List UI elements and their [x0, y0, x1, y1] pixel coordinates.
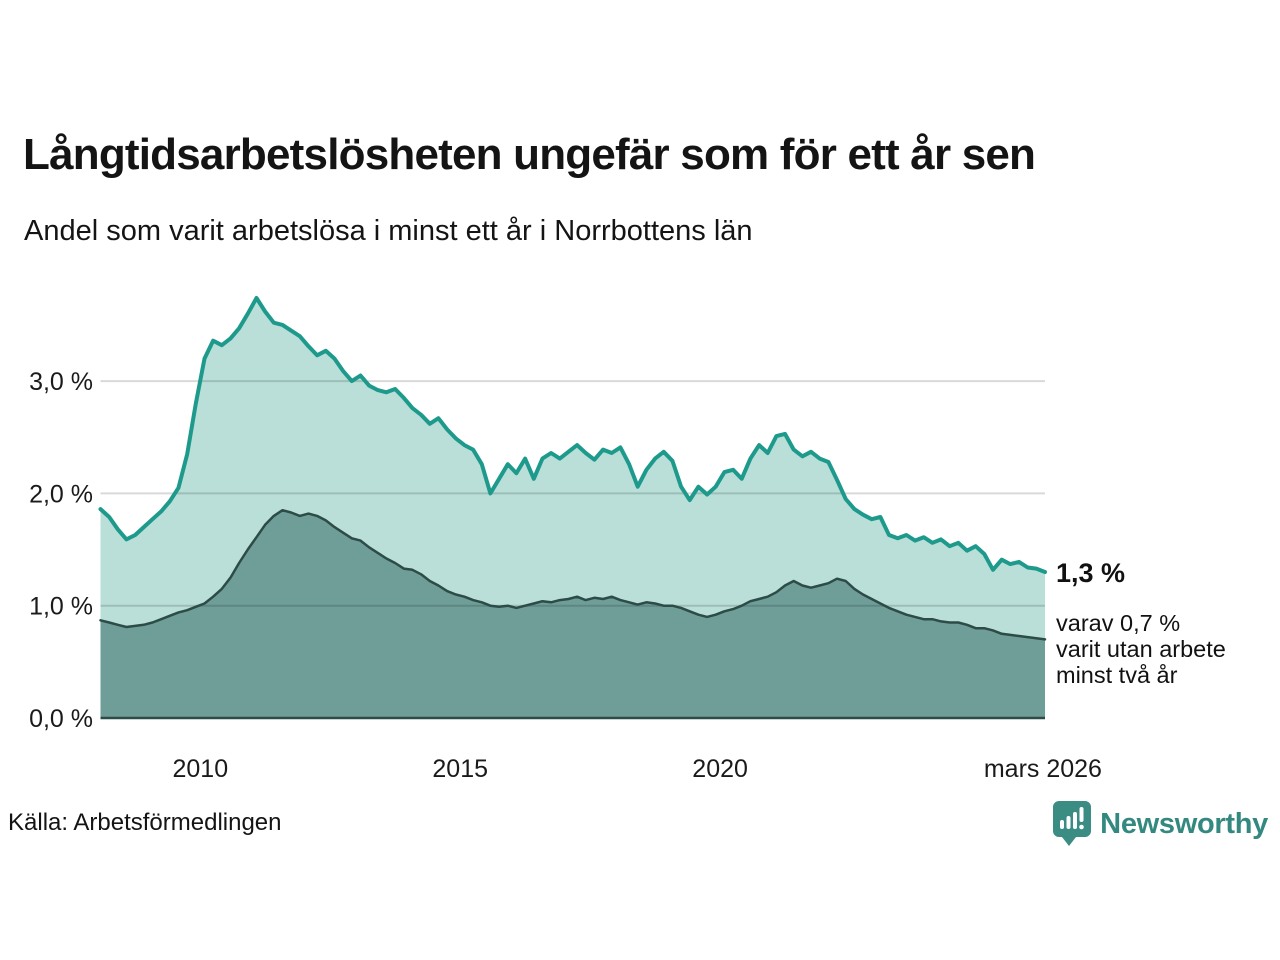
end-value-detail-line: varit utan arbete	[1056, 636, 1226, 662]
svg-text:0,0 %: 0,0 %	[29, 705, 93, 733]
chart-subtitle: Andel som varit arbetslösa i minst ett å…	[24, 215, 753, 247]
svg-text:2,0 %: 2,0 %	[29, 480, 93, 508]
svg-text:2020: 2020	[692, 755, 748, 783]
svg-text:2015: 2015	[432, 755, 488, 783]
end-value-total: 1,3 %	[1056, 558, 1126, 588]
svg-text:3,0 %: 3,0 %	[29, 368, 93, 396]
svg-text:1,0 %: 1,0 %	[29, 593, 93, 621]
newsworthy-bubble-icon	[1053, 801, 1092, 846]
source-credit: Källa: Arbetsförmedlingen	[8, 809, 282, 836]
end-value-detail: varav 0,7 % varit utan arbete minst två …	[1056, 610, 1226, 688]
svg-text:2010: 2010	[172, 755, 228, 783]
end-value-detail-line: varav 0,7 %	[1056, 610, 1181, 636]
newsworthy-wordmark: Newsworthy	[1100, 807, 1268, 840]
newsworthy-logo: Newsworthy	[1052, 798, 1268, 850]
svg-text:mars 2026: mars 2026	[984, 755, 1102, 783]
page-title: Långtidsarbetslösheten ungefär som för e…	[23, 130, 1036, 179]
end-value-detail-line: minst två år	[1056, 662, 1178, 688]
